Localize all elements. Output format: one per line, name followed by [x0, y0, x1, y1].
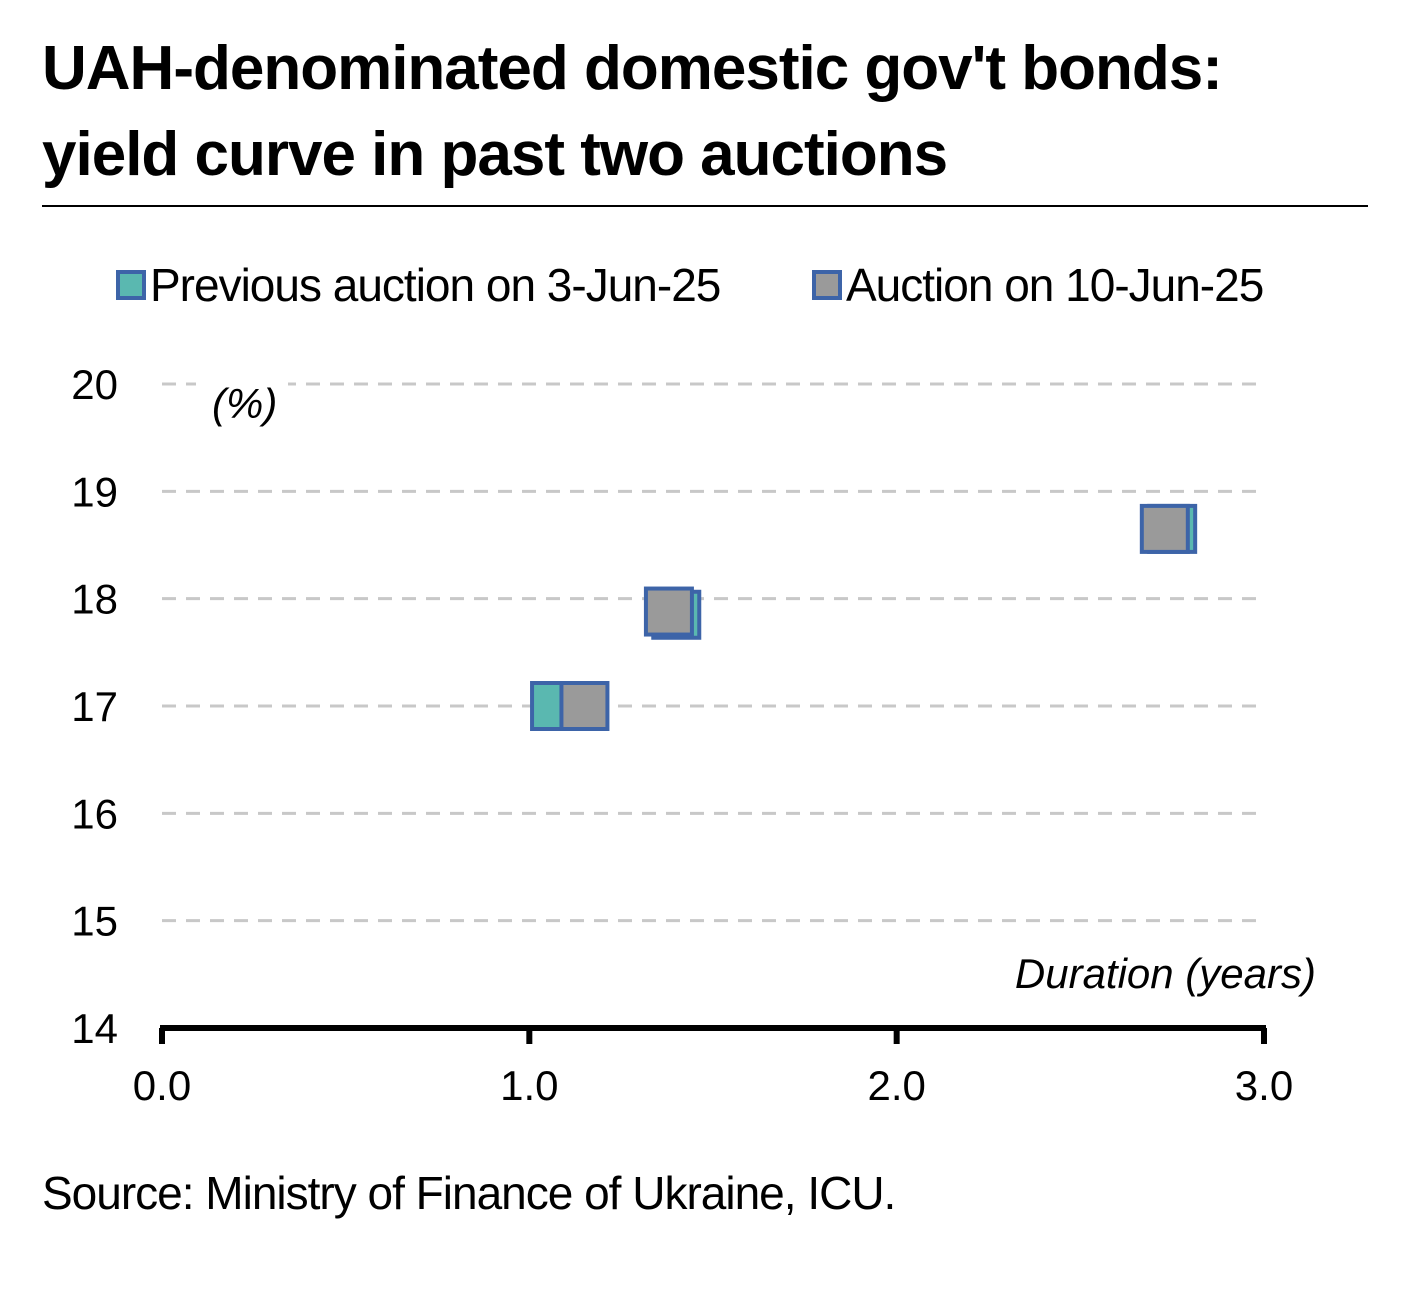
point-current-auction	[559, 681, 610, 731]
y-tick-label: 17	[71, 683, 118, 730]
chart-title-line-2: yield curve in past two auctions	[42, 120, 948, 189]
y-tick-label: 19	[71, 468, 118, 515]
x-tick-label: 1.0	[500, 1062, 558, 1109]
x-tick-label: 0.0	[133, 1062, 191, 1109]
y-axis-ticks: 14 15 16 17 18 19 20	[71, 361, 118, 1052]
y-tick-label: 18	[71, 576, 118, 623]
unit-label-backdrop	[196, 370, 288, 400]
chart-legend: Previous auction on 3-Jun-25 Auction on …	[0, 258, 1416, 318]
y-tick-label: 16	[71, 790, 118, 837]
data-points	[530, 503, 1198, 731]
y-axis-unit-label: (%)	[212, 380, 277, 427]
x-tick-label: 3.0	[1235, 1062, 1293, 1109]
legend-label-current: Auction on 10-Jun-25	[846, 259, 1264, 311]
legend-item-current: Auction on 10-Jun-25	[812, 258, 1264, 312]
chart-title: UAH-denominated domestic gov't bonds: yi…	[42, 26, 1372, 198]
x-axis-ticks: 0.0 1.0 2.0 3.0	[133, 1028, 1293, 1109]
point-current-auction	[1139, 503, 1190, 554]
chart-title-line-1: UAH-denominated domestic gov't bonds:	[42, 34, 1223, 103]
y-tick-label: 20	[71, 361, 118, 408]
x-tick-label: 2.0	[867, 1062, 925, 1109]
legend-item-previous: Previous auction on 3-Jun-25	[116, 258, 721, 312]
legend-label-previous: Previous auction on 3-Jun-25	[150, 259, 721, 311]
legend-swatch-previous	[116, 270, 146, 300]
title-divider	[42, 205, 1368, 207]
grid-lines	[162, 370, 1264, 923]
source-note: Source: Ministry of Finance of Ukraine, …	[42, 1167, 896, 1219]
y-tick-label: 14	[71, 1005, 118, 1052]
y-tick-label: 15	[71, 898, 118, 945]
x-axis-title: Duration (years)	[1015, 950, 1316, 997]
legend-swatch-current	[812, 270, 842, 300]
point-current-auction	[643, 586, 694, 637]
